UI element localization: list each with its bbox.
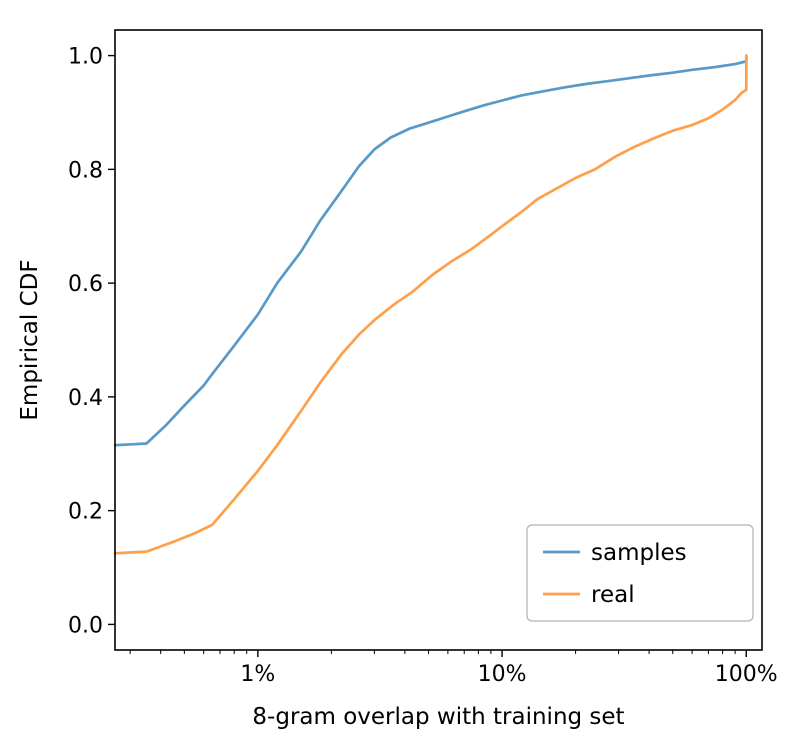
y-tick-label: 0.2 (68, 500, 103, 525)
y-tick-label: 0.0 (68, 613, 103, 638)
x-tick-label: 100% (715, 662, 778, 687)
y-tick-label: 0.6 (68, 272, 103, 297)
y-tick-label: 1.0 (68, 45, 103, 70)
plot-border (114, 29, 763, 651)
series-line-samples (113, 54, 748, 447)
y-axis-label: Empirical CDF (17, 259, 43, 421)
x-tick-label: 1% (240, 662, 275, 687)
y-tick-label: 0.4 (68, 386, 103, 411)
legend-box (526, 524, 754, 622)
x-tick-label: 10% (478, 662, 527, 687)
series-line-real (113, 54, 748, 555)
legend-label-samples: samples (591, 540, 687, 566)
x-axis-label: 8-gram overlap with training set (252, 704, 625, 730)
y-tick-label: 0.8 (68, 158, 103, 183)
legend-label-real: real (591, 582, 635, 608)
